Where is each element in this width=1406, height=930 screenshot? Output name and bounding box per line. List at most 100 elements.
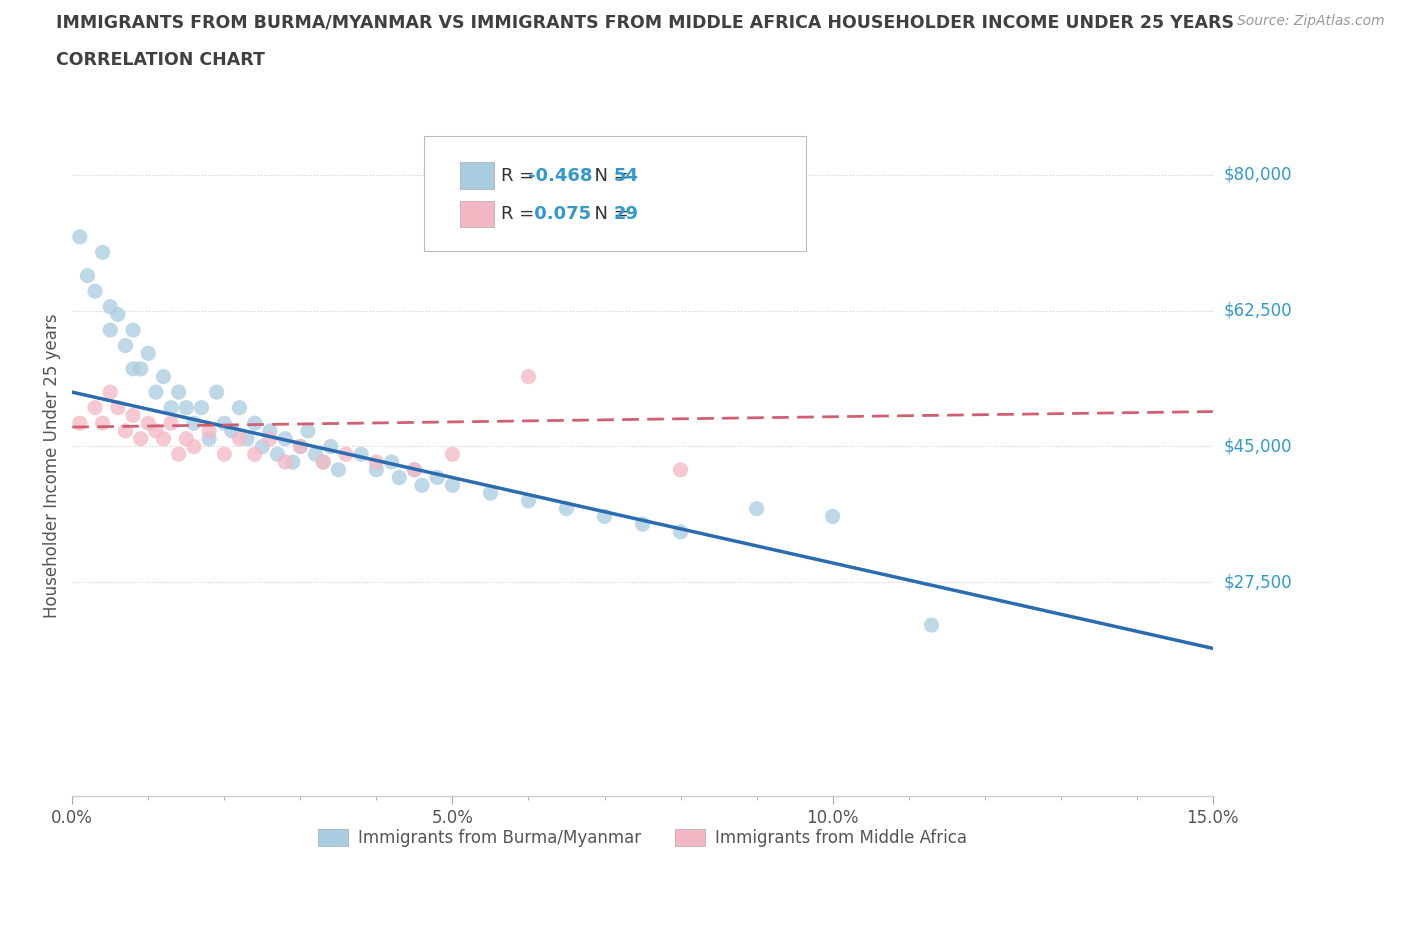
Point <box>98 299 121 314</box>
Point <box>205 385 228 400</box>
Y-axis label: Householder Income Under 25 years: Householder Income Under 25 years <box>44 313 60 618</box>
Point <box>214 416 236 431</box>
Point <box>174 432 197 446</box>
Point <box>404 462 426 477</box>
Point <box>274 432 297 446</box>
Point <box>136 346 159 361</box>
Point <box>259 423 281 438</box>
Text: CORRELATION CHART: CORRELATION CHART <box>56 51 266 69</box>
Point <box>335 446 357 461</box>
Point <box>388 471 411 485</box>
Text: N =: N = <box>583 166 634 184</box>
Point <box>517 369 540 384</box>
Point <box>517 494 540 509</box>
Point <box>145 385 167 400</box>
Point <box>198 423 221 438</box>
Text: IMMIGRANTS FROM BURMA/MYANMAR VS IMMIGRANTS FROM MIDDLE AFRICA HOUSEHOLDER INCOM: IMMIGRANTS FROM BURMA/MYANMAR VS IMMIGRA… <box>56 14 1234 32</box>
Text: R =: R = <box>501 166 540 184</box>
Text: Source: ZipAtlas.com: Source: ZipAtlas.com <box>1237 14 1385 28</box>
FancyBboxPatch shape <box>460 163 495 189</box>
Point <box>236 432 259 446</box>
FancyBboxPatch shape <box>460 201 495 227</box>
Point <box>114 423 136 438</box>
FancyBboxPatch shape <box>423 136 806 251</box>
Point <box>350 446 373 461</box>
Point <box>252 439 274 454</box>
Point <box>290 439 312 454</box>
Point <box>555 501 578 516</box>
Point <box>821 509 844 524</box>
Text: 54: 54 <box>614 166 638 184</box>
Point <box>183 416 205 431</box>
Point <box>274 455 297 470</box>
Point <box>426 471 449 485</box>
Point <box>441 478 464 493</box>
Point <box>312 455 335 470</box>
Text: R =: R = <box>501 205 540 223</box>
Point <box>259 432 281 446</box>
Legend: Immigrants from Burma/Myanmar, Immigrants from Middle Africa: Immigrants from Burma/Myanmar, Immigrant… <box>312 822 973 854</box>
Point <box>84 400 107 415</box>
Point <box>366 455 388 470</box>
Point <box>91 416 114 431</box>
Point <box>198 432 221 446</box>
Point <box>228 432 250 446</box>
Point <box>381 455 404 470</box>
Point <box>328 462 350 477</box>
Point <box>228 400 250 415</box>
Text: $62,500: $62,500 <box>1225 301 1292 320</box>
Point <box>669 462 692 477</box>
Text: 29: 29 <box>614 205 638 223</box>
Point <box>122 323 145 338</box>
Point <box>221 423 243 438</box>
Text: $80,000: $80,000 <box>1225 166 1292 184</box>
Point <box>122 408 145 423</box>
Point <box>745 501 768 516</box>
Point <box>69 230 91 245</box>
Point <box>479 485 502 500</box>
Point <box>152 369 174 384</box>
Point <box>145 423 167 438</box>
Point <box>411 478 433 493</box>
Point <box>136 416 159 431</box>
Point <box>167 446 190 461</box>
Point <box>167 385 190 400</box>
Point <box>266 446 288 461</box>
Point <box>297 423 319 438</box>
Text: $27,500: $27,500 <box>1225 574 1292 591</box>
Point <box>76 268 98 283</box>
Point <box>319 439 342 454</box>
Point <box>98 385 121 400</box>
Point <box>160 400 183 415</box>
Point <box>304 446 326 461</box>
Point <box>290 439 312 454</box>
Point <box>69 416 91 431</box>
Text: 0.075: 0.075 <box>529 205 592 223</box>
Point <box>312 455 335 470</box>
Point <box>593 509 616 524</box>
Point <box>174 400 197 415</box>
Point <box>669 525 692 539</box>
Point <box>243 416 266 431</box>
Point <box>281 455 304 470</box>
Point <box>152 432 174 446</box>
Point <box>107 400 129 415</box>
Text: N =: N = <box>583 205 634 223</box>
Point <box>129 362 152 377</box>
Point <box>107 307 129 322</box>
Point <box>243 446 266 461</box>
Text: $45,000: $45,000 <box>1225 437 1292 456</box>
Point <box>129 432 152 446</box>
Point <box>122 362 145 377</box>
Point <box>183 439 205 454</box>
Point <box>91 245 114 259</box>
Point <box>160 416 183 431</box>
Point <box>98 323 121 338</box>
Point <box>190 400 212 415</box>
Point <box>84 284 107 299</box>
Point <box>631 517 654 532</box>
Point <box>404 462 426 477</box>
Text: -0.468: -0.468 <box>529 166 593 184</box>
Point <box>921 618 943 632</box>
Point <box>366 462 388 477</box>
